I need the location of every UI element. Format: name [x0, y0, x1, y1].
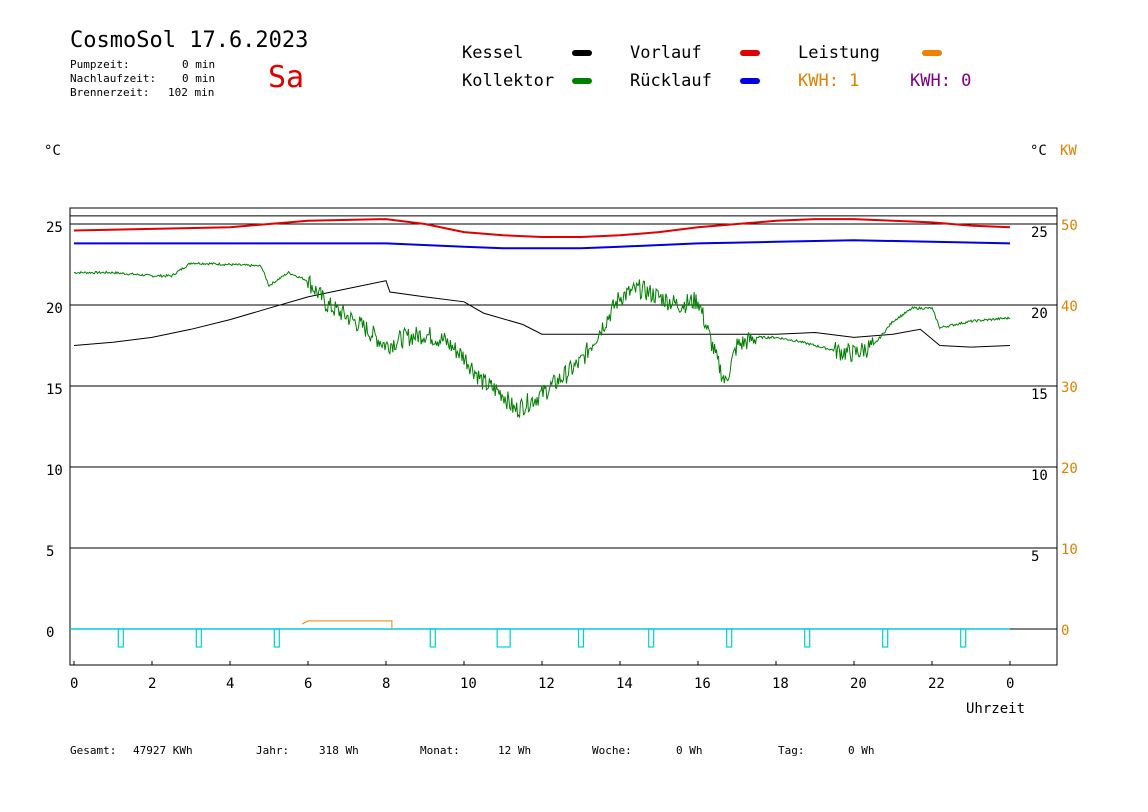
right-axis-unit-kw: KW [1060, 143, 1077, 159]
footer-gesamt-value: 47927 KWh [133, 744, 193, 757]
legend-vorlauf-label: Vorlauf [630, 43, 702, 63]
y-tick-right-kw-40: 40 [1061, 299, 1078, 315]
page-title: CosmoSol 17.6.2023 [70, 28, 309, 53]
pump-pulse-5 [648, 628, 655, 648]
pumpzeit-label: Pumpzeit: [70, 58, 130, 71]
y-tick-right-kw-30: 30 [1061, 380, 1078, 396]
footer-tag-value: 0 Wh [848, 744, 875, 757]
x-tick-2: 4 [226, 676, 234, 692]
y-tick-right-kw-50: 50 [1061, 218, 1078, 234]
kwh-2-label: KWH: 0 [910, 71, 972, 91]
y-tick-right-c-25: 25 [1031, 225, 1048, 241]
x-tick-7: 14 [616, 676, 633, 692]
pumpzeit-value: 0 min [182, 58, 216, 71]
pump-pulse-9 [960, 628, 967, 648]
legend-vorlauf-swatch [740, 50, 760, 56]
x-tick-8: 16 [694, 676, 711, 692]
legend-ruecklauf-swatch [740, 78, 760, 84]
legend-kollektor-swatch [572, 78, 592, 84]
x-axis-label: Uhrzeit [966, 701, 1026, 717]
y-tick-right-kw-20: 20 [1061, 461, 1078, 477]
y-tick-left-15: 15 [46, 382, 63, 398]
legend-kessel-swatch [572, 50, 592, 56]
legend-ruecklauf-label: Rücklauf [630, 71, 712, 91]
pump-pulse-4 [577, 628, 585, 648]
pump-pulse-8 [882, 628, 889, 648]
y-tick-left-20: 20 [46, 301, 63, 317]
nachlaufzeit-label: Nachlaufzeit: [70, 72, 157, 85]
pump-pulse-2 [273, 628, 280, 648]
x-tick-4: 8 [382, 676, 390, 692]
x-tick-6: 12 [538, 676, 555, 692]
legend-kollektor-label: Kollektor [462, 71, 555, 91]
y-tick-left-5: 5 [46, 544, 54, 560]
series-kessel [73, 280, 1011, 348]
footer-jahr-label: Jahr: [256, 744, 290, 757]
pump-pulse-1 [195, 628, 202, 648]
footer-woche-value: 0 Wh [676, 744, 703, 757]
x-tick-1: 2 [148, 676, 156, 692]
x-tick-9: 18 [772, 676, 789, 692]
footer-monat-value: 12 Wh [498, 744, 532, 757]
x-tick-5: 10 [460, 676, 477, 692]
pump-pulse-wide [496, 628, 511, 648]
x-tick-0: 0 [70, 676, 78, 692]
footer-woche-label: Woche: [592, 744, 632, 757]
pump-pulse-3 [429, 628, 436, 648]
legend-kessel-label: Kessel [462, 43, 524, 63]
series-rcklauf [74, 239, 1011, 250]
y-tick-right-c-10: 10 [1031, 468, 1048, 484]
plot-frame [69, 207, 1058, 666]
series-vorlauf [73, 218, 1011, 238]
y-tick-left-0: 0 [46, 625, 54, 641]
pump-pulse-6 [726, 628, 733, 648]
right-axis-unit-celsius: °C [1030, 143, 1047, 159]
y-tick-right-c-15: 15 [1031, 387, 1048, 403]
x-tick-3: 6 [304, 676, 312, 692]
pump-pulse-7 [804, 628, 811, 648]
legend-leistung-swatch [922, 50, 942, 56]
pump-pulse-0 [117, 628, 124, 648]
brennerzeit-value: 102 min [168, 86, 215, 99]
y-tick-right-kw-10: 10 [1061, 542, 1078, 558]
series-leistung [301, 620, 393, 629]
x-tick-12: 0 [1006, 676, 1014, 692]
footer-tag-label: Tag: [778, 744, 805, 757]
footer-gesamt-label: Gesamt: [70, 744, 117, 757]
footer-monat-label: Monat: [420, 744, 460, 757]
x-tick-10: 20 [850, 676, 867, 692]
y-tick-left-25: 25 [46, 220, 63, 236]
footer-jahr-value: 318 Wh [319, 744, 359, 757]
legend-leistung-label: Leistung [798, 43, 880, 63]
series-kollektor [73, 261, 1011, 419]
kwh-1-label: KWH: 1 [798, 71, 860, 91]
brennerzeit-label: Brennerzeit: [70, 86, 150, 99]
left-axis-unit: °C [44, 143, 61, 159]
weekday-label: Sa [268, 60, 305, 95]
y-tick-right-c-5: 5 [1031, 549, 1039, 565]
y-tick-right-c-20: 20 [1031, 306, 1048, 322]
x-tick-11: 22 [928, 676, 945, 692]
y-tick-right-kw-0: 0 [1061, 623, 1069, 639]
nachlaufzeit-value: 0 min [182, 72, 216, 85]
y-tick-left-10: 10 [46, 463, 63, 479]
